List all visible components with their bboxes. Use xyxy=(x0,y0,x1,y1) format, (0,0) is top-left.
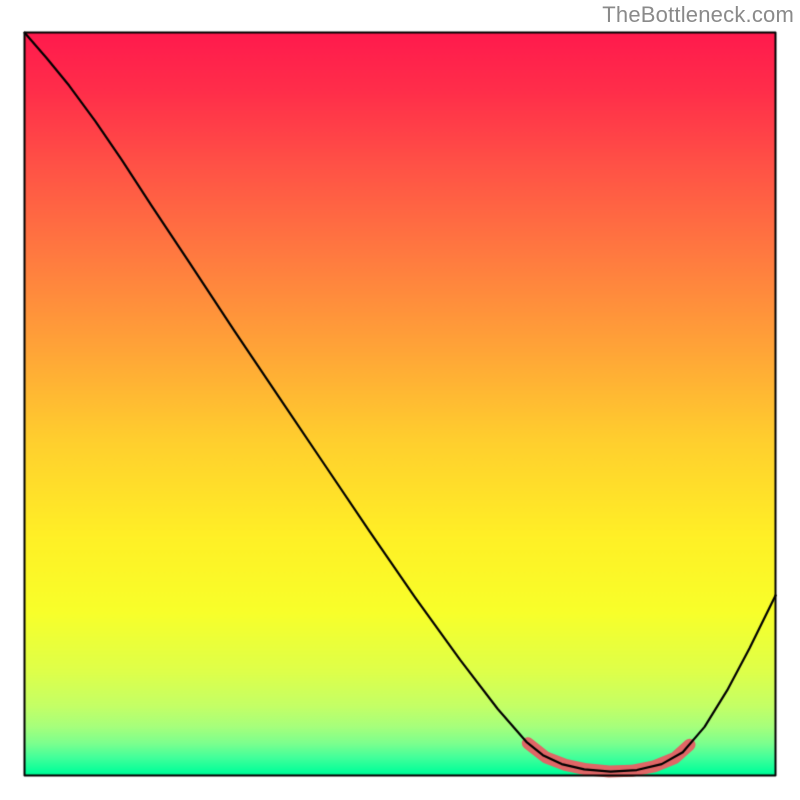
chart-container: TheBottleneck.com xyxy=(0,0,800,800)
bottleneck-curve-chart xyxy=(0,0,800,800)
watermark-text: TheBottleneck.com xyxy=(602,2,794,28)
